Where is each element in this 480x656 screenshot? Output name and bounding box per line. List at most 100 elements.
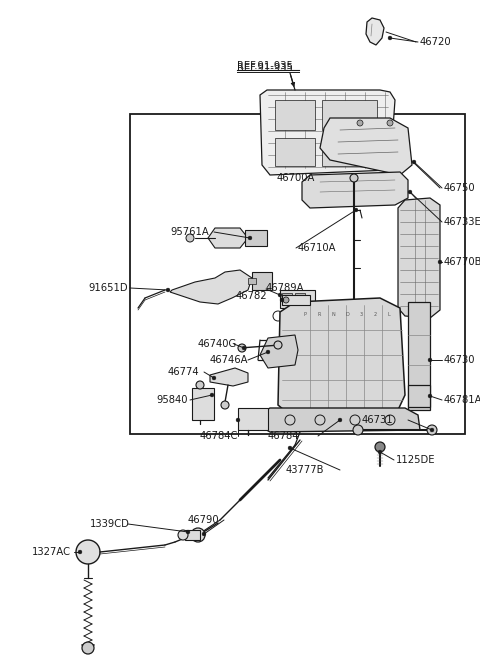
Bar bbox=[252, 272, 272, 290]
Circle shape bbox=[428, 394, 432, 398]
Text: P: P bbox=[303, 312, 306, 316]
Polygon shape bbox=[366, 18, 384, 45]
Circle shape bbox=[82, 642, 94, 654]
Text: 1125DE: 1125DE bbox=[396, 455, 435, 465]
Circle shape bbox=[242, 346, 246, 350]
Bar bbox=[295, 293, 305, 305]
Circle shape bbox=[387, 120, 393, 126]
Polygon shape bbox=[170, 270, 252, 304]
Text: 46730: 46730 bbox=[444, 355, 476, 365]
Circle shape bbox=[196, 381, 204, 389]
Text: 46740G: 46740G bbox=[198, 339, 237, 349]
Text: 3: 3 bbox=[360, 312, 362, 316]
Text: 46789A: 46789A bbox=[266, 283, 304, 293]
Text: 46700A: 46700A bbox=[277, 173, 315, 183]
Circle shape bbox=[353, 425, 363, 435]
Bar bbox=[322, 100, 377, 130]
Circle shape bbox=[186, 234, 194, 242]
Text: 46733E: 46733E bbox=[444, 217, 480, 227]
Text: R: R bbox=[317, 312, 321, 316]
Text: 46790: 46790 bbox=[188, 515, 220, 525]
Bar bbox=[282, 295, 310, 305]
Bar bbox=[408, 302, 430, 410]
Polygon shape bbox=[258, 408, 420, 432]
Circle shape bbox=[166, 288, 170, 292]
Circle shape bbox=[428, 358, 432, 362]
Circle shape bbox=[427, 425, 437, 435]
Circle shape bbox=[76, 540, 100, 564]
Circle shape bbox=[274, 341, 282, 349]
Circle shape bbox=[283, 297, 289, 303]
Polygon shape bbox=[260, 90, 395, 175]
Text: 46774: 46774 bbox=[168, 367, 200, 377]
Polygon shape bbox=[398, 198, 440, 318]
Circle shape bbox=[412, 160, 416, 164]
Circle shape bbox=[354, 208, 358, 212]
Bar bbox=[280, 290, 315, 308]
Circle shape bbox=[210, 393, 214, 397]
Bar bbox=[322, 138, 377, 166]
Text: 43777B: 43777B bbox=[286, 465, 324, 475]
Bar bbox=[192, 388, 214, 420]
Text: 46782: 46782 bbox=[236, 291, 268, 301]
Text: REF.91-935: REF.91-935 bbox=[237, 61, 293, 71]
Text: D: D bbox=[345, 312, 349, 316]
Circle shape bbox=[266, 350, 270, 354]
Circle shape bbox=[238, 344, 246, 352]
Circle shape bbox=[221, 401, 229, 409]
Circle shape bbox=[280, 298, 284, 302]
Bar bbox=[408, 385, 430, 407]
Circle shape bbox=[378, 450, 382, 454]
Polygon shape bbox=[210, 368, 248, 386]
Text: 46770B: 46770B bbox=[444, 257, 480, 267]
Text: N: N bbox=[331, 312, 335, 316]
Circle shape bbox=[248, 236, 252, 240]
Bar bbox=[248, 278, 256, 284]
Polygon shape bbox=[260, 335, 298, 368]
Bar bbox=[185, 530, 200, 540]
Circle shape bbox=[350, 174, 358, 182]
Text: 46731: 46731 bbox=[362, 415, 394, 425]
Bar bbox=[245, 230, 267, 246]
Text: 2: 2 bbox=[373, 312, 377, 316]
Text: 46710A: 46710A bbox=[298, 243, 336, 253]
Text: 95761A: 95761A bbox=[170, 227, 209, 237]
Text: 46720: 46720 bbox=[420, 37, 452, 47]
Bar bbox=[275, 100, 315, 130]
Text: 46781A: 46781A bbox=[444, 395, 480, 405]
Circle shape bbox=[202, 532, 206, 536]
Circle shape bbox=[430, 428, 434, 432]
Polygon shape bbox=[302, 172, 408, 208]
Text: REF.91-935: REF.91-935 bbox=[237, 63, 293, 73]
Polygon shape bbox=[208, 228, 248, 248]
Polygon shape bbox=[278, 298, 405, 415]
Circle shape bbox=[375, 442, 385, 452]
Circle shape bbox=[186, 530, 190, 534]
Circle shape bbox=[388, 36, 392, 40]
Circle shape bbox=[278, 293, 282, 297]
Text: 46784: 46784 bbox=[268, 431, 300, 441]
Text: L: L bbox=[388, 312, 390, 316]
Circle shape bbox=[212, 376, 216, 380]
Circle shape bbox=[357, 120, 363, 126]
Bar bbox=[275, 138, 315, 166]
Circle shape bbox=[438, 260, 442, 264]
Text: 46750: 46750 bbox=[444, 183, 476, 193]
Circle shape bbox=[78, 550, 82, 554]
Text: 46784C: 46784C bbox=[200, 431, 239, 441]
Text: 1327AC: 1327AC bbox=[32, 547, 71, 557]
Bar bbox=[238, 408, 268, 430]
Bar bbox=[130, 114, 465, 434]
Circle shape bbox=[408, 190, 412, 194]
Circle shape bbox=[338, 419, 342, 422]
Text: 91651D: 91651D bbox=[88, 283, 128, 293]
Circle shape bbox=[236, 419, 240, 422]
Text: 46746A: 46746A bbox=[210, 355, 249, 365]
Circle shape bbox=[288, 446, 292, 450]
Bar bbox=[282, 293, 292, 305]
Text: 1339CD: 1339CD bbox=[90, 519, 130, 529]
Polygon shape bbox=[320, 118, 412, 175]
Circle shape bbox=[178, 530, 188, 540]
Text: 95840: 95840 bbox=[156, 395, 188, 405]
Circle shape bbox=[191, 528, 205, 542]
